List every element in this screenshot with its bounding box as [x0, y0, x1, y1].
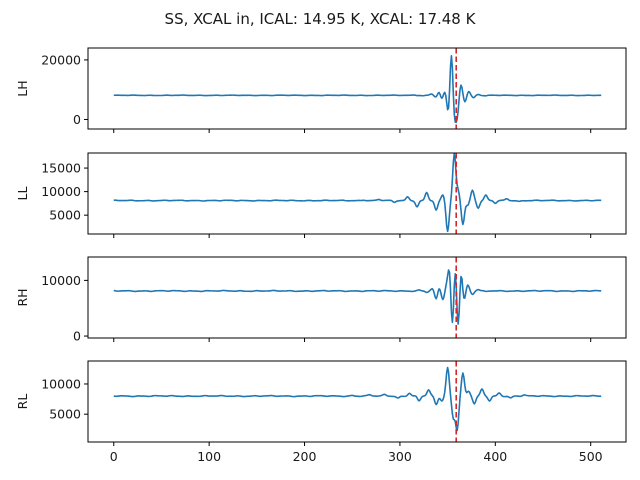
x-tick-label: 400 [483, 449, 507, 464]
y-tick-label: 0 [73, 112, 81, 127]
y-axis-label: LL [15, 187, 30, 201]
y-tick-label: 20000 [41, 52, 81, 67]
x-tick-label: 100 [197, 449, 221, 464]
y-tick-label: 15000 [41, 161, 81, 176]
subplot-panels: 020000LH50001000015000LL010000RH50001000… [15, 47, 627, 464]
series-line-rl [113, 366, 602, 432]
panel-lh: 0 20000 LH [15, 47, 627, 133]
panel-rl: 5000 10000 RL 0 100 200 300 400 500 [15, 360, 627, 464]
x-tick-label: 0 [110, 449, 118, 464]
series-line-ll [113, 153, 602, 233]
axes-frame-rh [87, 256, 627, 339]
figure-title: SS, XCAL in, ICAL: 14.95 K, XCAL: 17.48 … [165, 10, 477, 28]
y-tick-label: 5000 [49, 208, 81, 223]
y-tick-label: 0 [73, 329, 81, 344]
axes-frame-rl [87, 360, 627, 443]
y-axis-label: LH [15, 80, 30, 96]
x-tick-label: 500 [579, 449, 603, 464]
x-tick-label: 200 [293, 449, 317, 464]
y-axis-label: RH [15, 288, 30, 306]
series-line-lh [113, 54, 602, 124]
y-tick-label: 10000 [41, 184, 81, 199]
y-tick-label: 5000 [49, 407, 81, 422]
panel-ll: 5000 10000 15000 LL [15, 152, 627, 238]
y-tick-label: 10000 [41, 376, 81, 391]
axes-frame-ll [87, 152, 627, 235]
series-line-rh [113, 269, 602, 325]
x-tick-label: 300 [388, 449, 412, 464]
y-tick-label: 10000 [41, 273, 81, 288]
axes-frame-lh [87, 47, 627, 130]
y-axis-label: RL [15, 394, 30, 410]
panel-rh: 0 10000 RH [15, 256, 627, 344]
